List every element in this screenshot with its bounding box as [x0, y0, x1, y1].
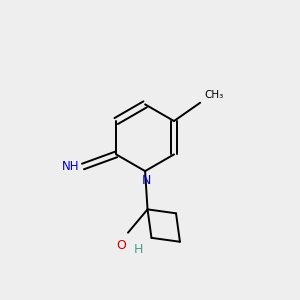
- Text: O: O: [116, 238, 126, 252]
- Text: N: N: [141, 174, 151, 187]
- Text: CH₃: CH₃: [204, 90, 223, 100]
- Text: H: H: [134, 244, 143, 256]
- Text: NH: NH: [61, 160, 79, 173]
